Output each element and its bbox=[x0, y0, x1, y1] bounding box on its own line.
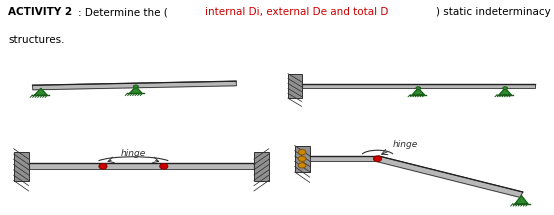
Circle shape bbox=[99, 163, 107, 169]
Text: internal Di, external De and total D: internal Di, external De and total D bbox=[205, 7, 388, 17]
Circle shape bbox=[298, 149, 306, 155]
Polygon shape bbox=[376, 156, 523, 197]
Bar bbox=[310, 156, 378, 161]
Circle shape bbox=[298, 163, 306, 168]
Bar bbox=[288, 74, 301, 98]
Bar bbox=[301, 84, 535, 88]
Text: hinge: hinge bbox=[392, 140, 418, 149]
Polygon shape bbox=[515, 196, 528, 204]
Bar bbox=[14, 152, 29, 181]
Text: ACTIVITY 2: ACTIVITY 2 bbox=[8, 7, 72, 17]
Circle shape bbox=[416, 87, 420, 90]
Text: structures.: structures. bbox=[8, 35, 64, 46]
Text: hinge: hinge bbox=[121, 149, 146, 158]
Circle shape bbox=[502, 87, 507, 90]
Circle shape bbox=[134, 85, 138, 88]
Polygon shape bbox=[130, 87, 142, 94]
Polygon shape bbox=[33, 81, 237, 90]
Circle shape bbox=[298, 156, 306, 161]
Bar bbox=[254, 152, 269, 181]
Polygon shape bbox=[412, 88, 424, 95]
Bar bbox=[29, 163, 254, 169]
Circle shape bbox=[160, 163, 168, 169]
Polygon shape bbox=[499, 88, 511, 95]
Text: ) static indeterminacy of the following: ) static indeterminacy of the following bbox=[436, 7, 554, 17]
Polygon shape bbox=[34, 88, 47, 95]
Text: : Determine the (: : Determine the ( bbox=[78, 7, 168, 17]
Bar bbox=[295, 146, 310, 172]
Circle shape bbox=[373, 156, 382, 162]
